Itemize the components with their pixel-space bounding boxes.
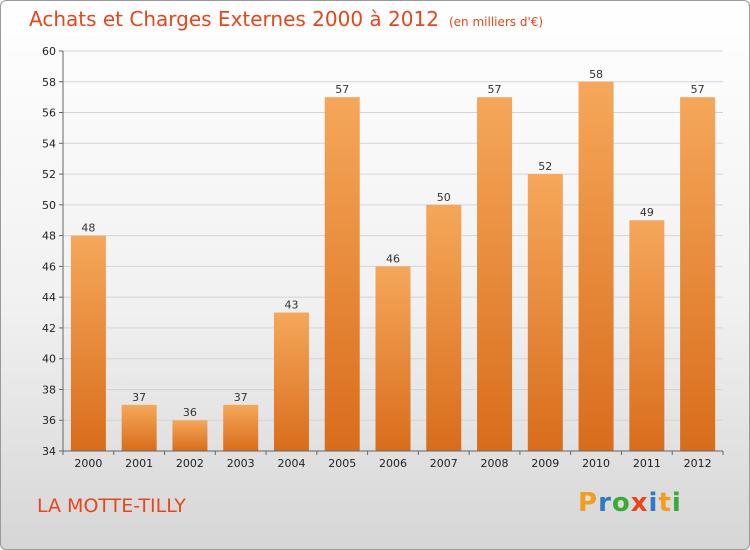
proxiti-logo: Proxiti: [578, 488, 682, 518]
value-label-2004: 43: [284, 299, 298, 312]
x-tick-label-2002: 2002: [176, 457, 204, 470]
y-axis: 34 36 38 40 42 44 46 48 50 52 54 56 58 60: [42, 45, 64, 458]
y-tick-label: 60: [42, 45, 56, 58]
logo-letter: P: [578, 488, 599, 518]
x-tick-label-2004: 2004: [277, 457, 305, 470]
x-tick-label-2007: 2007: [430, 457, 458, 470]
bar-2012: [680, 97, 716, 452]
y-tick-label: 34: [42, 445, 56, 458]
logo-letter: o: [611, 488, 631, 518]
title-unit: (en milliers d'€): [448, 15, 544, 29]
logo-letter: r: [598, 488, 612, 518]
bar-2003: [223, 404, 259, 451]
y-tick-label: 50: [42, 199, 56, 212]
commune-name: LA MOTTE-TILLY: [37, 495, 186, 517]
logo-letter: i: [648, 488, 659, 518]
chart-title: Achats et Charges Externes 2000 à 2012 (e…: [29, 7, 543, 31]
x-axis: 2000 2001 2002 2003 2004 2005 2006 2007 2008 2009…: [62, 450, 724, 470]
bar-2010: [578, 81, 614, 452]
value-label-2000: 48: [81, 222, 95, 235]
bar-2001: [121, 404, 157, 451]
x-tick-label-2010: 2010: [582, 457, 610, 470]
y-tick-label: 36: [42, 414, 56, 427]
x-tick-label-2003: 2003: [227, 457, 255, 470]
x-tick-label-2001: 2001: [125, 457, 153, 470]
y-tick-label: 48: [42, 230, 56, 243]
bar-2002: [172, 420, 208, 451]
logo-letter: t: [658, 488, 672, 518]
bar-2011: [629, 220, 665, 451]
bar-2004: [273, 312, 309, 451]
value-label-2006: 46: [386, 252, 400, 265]
x-tick-label-2011: 2011: [633, 457, 661, 470]
value-label-2007: 50: [437, 191, 451, 204]
logo-letter: i: [671, 488, 682, 518]
value-label-2008: 57: [488, 83, 502, 96]
x-tick-label-2008: 2008: [481, 457, 509, 470]
y-tick-label: 58: [42, 76, 56, 89]
bar-2006: [375, 266, 411, 451]
value-label-2012: 57: [691, 83, 705, 96]
bar-2008: [477, 97, 513, 452]
value-label-2005: 57: [335, 83, 349, 96]
value-label-2003: 37: [234, 391, 248, 404]
y-tick-label: 40: [42, 353, 56, 366]
logo-letter: x: [630, 488, 649, 518]
bar-2005: [324, 97, 360, 452]
bars: 48 37 36 37 43 57 46 50 57 52 58 49 57: [70, 68, 716, 452]
x-tick-label-2000: 2000: [74, 457, 102, 470]
x-tick-label-2005: 2005: [328, 457, 356, 470]
value-label-2002: 36: [183, 406, 197, 419]
value-label-2010: 58: [589, 68, 603, 81]
bar-2007: [426, 204, 462, 451]
value-label-2009: 52: [538, 160, 552, 173]
y-tick-label: 52: [42, 168, 56, 181]
y-tick-label: 42: [42, 322, 56, 335]
y-tick-label: 44: [42, 291, 56, 304]
x-tick-label-2009: 2009: [531, 457, 559, 470]
bar-2000: [70, 235, 106, 451]
value-label-2011: 49: [640, 206, 654, 219]
bar-2009: [527, 174, 563, 452]
x-tick-label-2006: 2006: [379, 457, 407, 470]
y-tick-label: 54: [42, 137, 56, 150]
y-tick-label: 46: [42, 260, 56, 273]
title-text: Achats et Charges Externes 2000 à 2012: [29, 7, 439, 31]
value-label-2001: 37: [132, 391, 146, 404]
x-tick-label-2012: 2012: [684, 457, 712, 470]
y-tick-label: 56: [42, 107, 56, 120]
y-tick-label: 38: [42, 383, 56, 396]
